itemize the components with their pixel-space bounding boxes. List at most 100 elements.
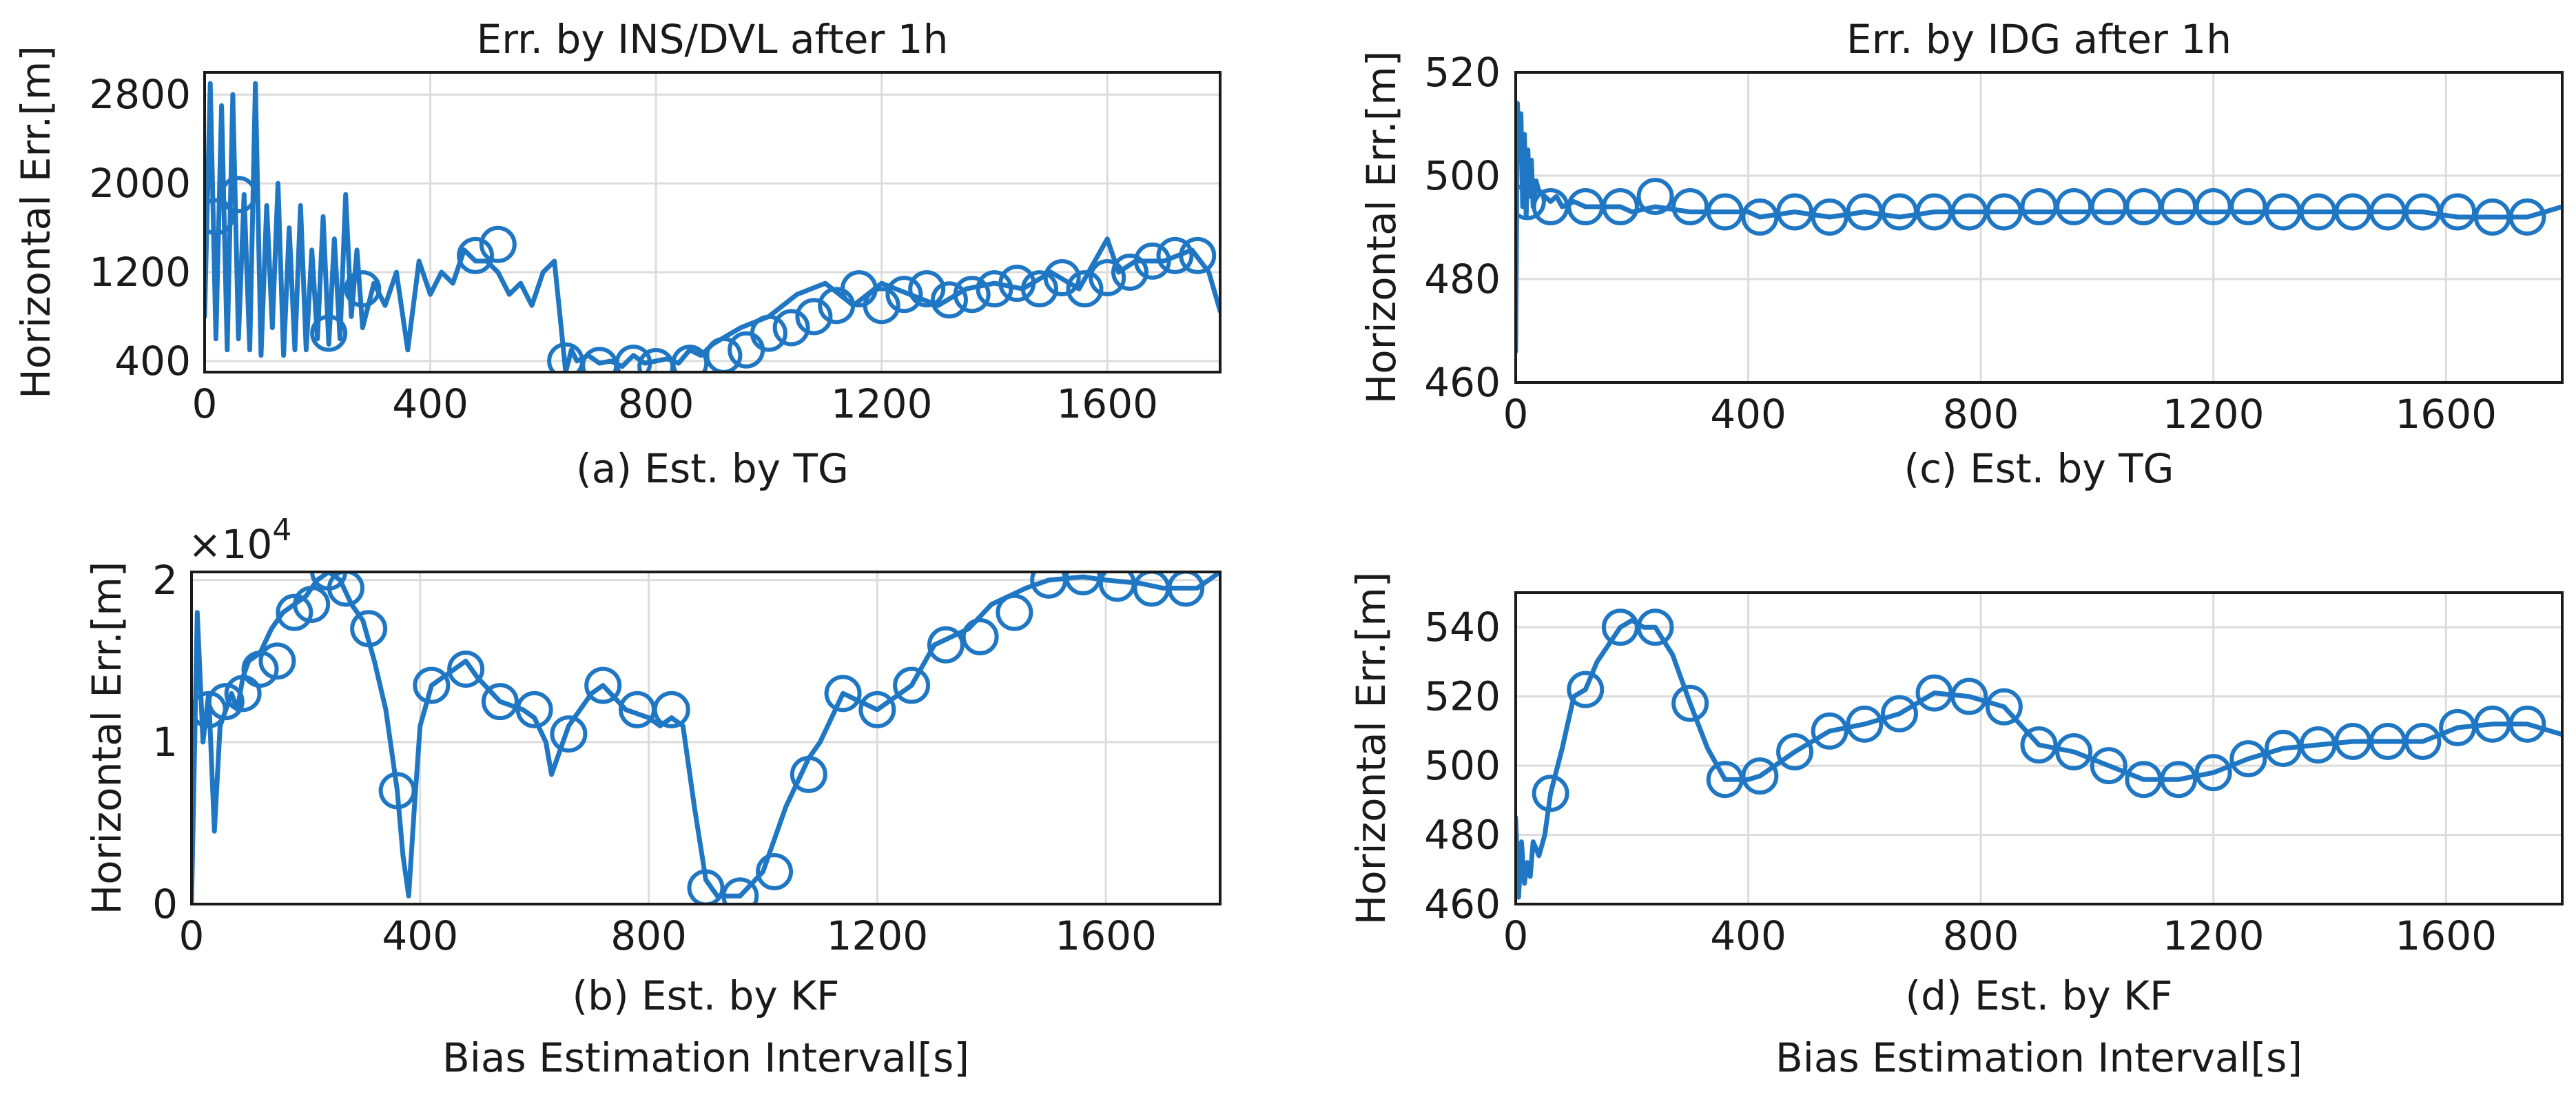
y-tick-label-4: 540 — [1424, 604, 1501, 651]
series-line-0 — [1516, 617, 2562, 900]
data-point-marker-14 — [515, 690, 553, 728]
data-point-marker-3 — [241, 651, 279, 688]
data-point-marker-13 — [750, 314, 787, 352]
data-point-marker-9 — [1811, 198, 1848, 236]
y-axis-label: Horizontal Err.[m] — [1348, 572, 1394, 925]
data-point-marker-29 — [2508, 198, 2546, 236]
y-tick-label-1: 480 — [1424, 812, 1501, 859]
data-point-marker-1 — [220, 176, 258, 214]
x-tick-label-3: 1200 — [827, 912, 929, 959]
data-point-marker-23 — [976, 270, 1013, 308]
data-point-marker-2 — [224, 675, 262, 713]
axes-frame — [203, 71, 1222, 373]
data-point-marker-6 — [1706, 193, 1744, 231]
chart-title: Err. by INS/DVL after 1h — [477, 16, 949, 63]
data-point-marker-11 — [705, 336, 743, 372]
data-point-marker-17 — [2090, 188, 2127, 225]
data-point-marker-10 — [671, 345, 709, 372]
x-tick-label-0: 0 — [179, 912, 205, 959]
y-tick-label-0: 460 — [1424, 881, 1501, 928]
data-point-marker-20 — [908, 270, 946, 308]
x-tick-label-1: 400 — [392, 380, 468, 427]
data-point-marker-31 — [1156, 236, 1194, 274]
y-tick-label-0: 400 — [114, 338, 191, 385]
data-point-marker-8 — [327, 572, 364, 607]
data-point-marker-27 — [1066, 270, 1104, 308]
data-point-marker-1 — [1567, 670, 1605, 708]
y-tick-label-3: 520 — [1424, 673, 1501, 720]
x-tick-label-0: 0 — [1503, 391, 1529, 438]
data-point-marker-6 — [293, 586, 331, 624]
data-point-marker-0 — [205, 198, 235, 236]
data-point-marker-0 — [1516, 183, 1546, 221]
data-point-marker-9 — [1846, 705, 1884, 743]
data-point-marker-15 — [550, 715, 588, 753]
data-point-marker-18 — [652, 690, 690, 728]
data-point-marker-20 — [2229, 740, 2267, 778]
x-tick-label-3: 1200 — [2163, 391, 2265, 438]
x-tick-label-4: 1600 — [2395, 391, 2497, 438]
data-point-marker-2 — [310, 314, 348, 352]
data-point-marker-24 — [858, 690, 896, 728]
data-point-marker-18 — [2125, 188, 2163, 225]
data-point-marker-21 — [756, 852, 794, 890]
data-point-marker-29 — [1111, 254, 1148, 291]
data-point-marker-28 — [996, 593, 1033, 631]
panel-caption: (c) Est. by TG — [1904, 445, 2174, 492]
axes-frame — [1514, 591, 2564, 905]
data-point-marker-15 — [2055, 733, 2093, 771]
data-point-marker-10 — [378, 772, 416, 810]
x-axis-label: Bias Estimation Interval[s] — [442, 1034, 969, 1081]
data-point-marker-18 — [863, 287, 900, 325]
data-point-marker-4 — [258, 642, 296, 680]
y-tick-label-2: 2 — [152, 557, 178, 604]
panel-c: 0 400 800 1200 1600 460 480 500 520 Horizontal Er… — [1358, 16, 2564, 492]
x-tick-label-1: 400 — [1710, 391, 1786, 438]
data-point-marker-18 — [2160, 761, 2198, 799]
x-tick-label-3: 1200 — [831, 380, 933, 427]
axes-frame — [190, 571, 1222, 905]
data-point-marker-27 — [961, 618, 999, 656]
x-tick-label-1: 400 — [382, 912, 458, 959]
data-point-marker-16 — [584, 666, 622, 704]
data-point-marker-16 — [2090, 747, 2127, 785]
x-axis-label: Bias Estimation Interval[s] — [1775, 1034, 2302, 1081]
y-tick-label-1: 1 — [152, 719, 178, 766]
data-point-marker-12 — [447, 651, 485, 688]
data-point-marker-6 — [1741, 757, 1779, 795]
data-point-marker-19 — [2160, 188, 2198, 225]
data-point-marker-3 — [1636, 608, 1674, 646]
chart-title: Err. by IDG after 1h — [1846, 16, 2232, 63]
series-line-0 — [1516, 101, 2562, 354]
data-point-marker-28 — [2508, 705, 2546, 743]
data-point-marker-22 — [953, 276, 991, 314]
data-point-marker-19 — [687, 869, 725, 904]
y-tick-label-2: 500 — [1424, 742, 1501, 789]
data-point-marker-9 — [350, 610, 388, 648]
data-point-marker-3 — [344, 270, 382, 308]
data-point-marker-11 — [1880, 193, 1918, 231]
x-tick-label-2: 800 — [1943, 912, 2019, 959]
y-tick-label-0: 0 — [152, 881, 178, 928]
series-line-0 — [192, 572, 1220, 904]
data-point-marker-11 — [413, 666, 451, 704]
axes-frame — [1514, 71, 2564, 384]
data-point-marker-7 — [1741, 198, 1779, 236]
data-point-marker-26 — [927, 626, 965, 664]
data-point-marker-21 — [930, 281, 968, 319]
data-point-marker-13 — [481, 683, 519, 721]
data-point-marker-16 — [2055, 188, 2093, 225]
data-point-marker-0 — [1532, 775, 1569, 812]
data-point-marker-26 — [2439, 708, 2477, 746]
x-tick-label-3: 1200 — [2163, 912, 2265, 959]
y-tick-label-2: 500 — [1424, 152, 1501, 199]
data-point-marker-24 — [998, 265, 1036, 303]
panel-caption: (d) Est. by KF — [1906, 972, 2173, 1019]
data-point-marker-5 — [1671, 188, 1709, 225]
data-point-marker-8 — [1811, 712, 1848, 750]
data-point-marker-14 — [772, 309, 810, 347]
series-line-0 — [205, 81, 1220, 372]
data-point-marker-15 — [795, 298, 833, 336]
panel-d: 0 400 800 1200 1600 460 480 500 520 540 Horizontal… — [1348, 572, 2564, 1081]
x-tick-label-1: 400 — [1710, 912, 1786, 959]
